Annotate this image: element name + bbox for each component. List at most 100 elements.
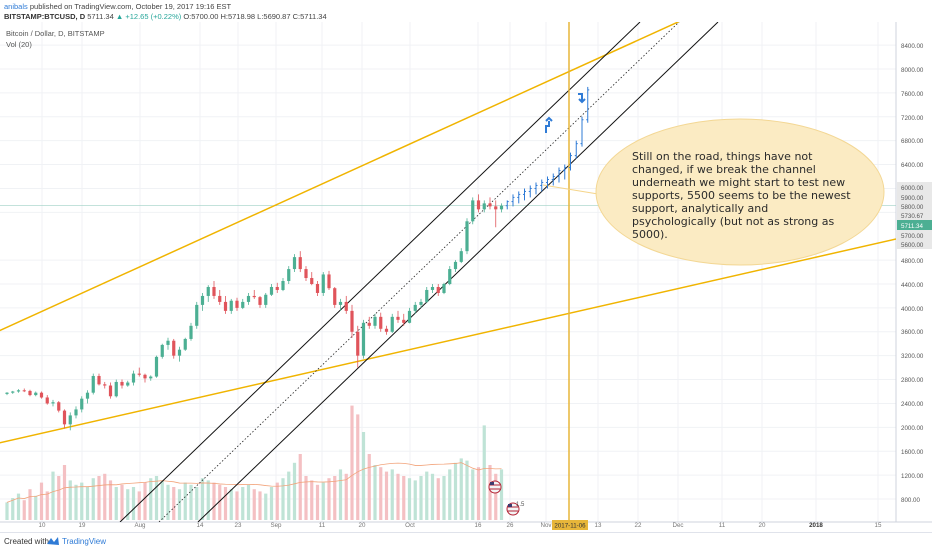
candle xyxy=(390,313,394,333)
candle xyxy=(137,367,141,377)
candle-body xyxy=(269,286,274,295)
candle-body xyxy=(91,375,95,393)
volume-bar xyxy=(327,478,331,520)
candle-body xyxy=(292,257,297,270)
volume-bar xyxy=(315,484,320,520)
candle xyxy=(476,194,481,213)
volume-bar xyxy=(373,465,377,520)
volume-bar xyxy=(80,482,84,520)
volume-bar xyxy=(419,476,423,520)
candle-body xyxy=(407,310,412,323)
price-axis[interactable]: 8400.00 8000.00 7600.00 7200.00 6800.00 6400.… xyxy=(897,43,932,504)
channel-midline xyxy=(158,22,680,522)
candle xyxy=(379,312,383,332)
projection-bar xyxy=(517,191,521,204)
candle-body xyxy=(281,281,285,290)
volume-bar xyxy=(154,476,159,520)
symbol-line: BITSTAMP:BTCUSD, D 5711.34 ▲ +12.65 (+0.… xyxy=(4,12,928,22)
annotation-note[interactable]: Still on the road, things have not chang… xyxy=(595,118,885,266)
price-tick-label: 5600.00 xyxy=(901,242,924,249)
candle-body xyxy=(143,374,147,379)
candle xyxy=(160,343,164,359)
volume-bar xyxy=(68,480,72,520)
candle-body xyxy=(103,384,107,386)
candle-body xyxy=(74,409,78,416)
candle xyxy=(206,285,210,302)
volume-bar xyxy=(287,471,291,520)
volume-bar xyxy=(57,476,61,520)
candle-body xyxy=(287,269,291,282)
candle xyxy=(488,197,492,210)
candle-body xyxy=(333,288,337,305)
candle-body xyxy=(218,295,222,302)
volume-bar xyxy=(22,500,26,520)
tradingview-logo-icon[interactable] xyxy=(46,536,60,546)
candle xyxy=(310,272,314,286)
volume-bar xyxy=(160,480,164,520)
candle-body xyxy=(321,274,325,293)
time-tick-label: 14 xyxy=(197,522,204,529)
candle-body xyxy=(22,390,26,392)
chart-area[interactable]: 1.5 Bitcoin / Dollar, D, BITSTAMP Vol (2… xyxy=(0,22,932,532)
tradingview-brand[interactable]: TradingView xyxy=(62,537,107,546)
candle-body xyxy=(195,304,199,326)
candle xyxy=(258,295,262,308)
price-tick-label: 6400.00 xyxy=(901,162,924,169)
volume-bar xyxy=(488,465,492,520)
candle xyxy=(212,281,216,299)
projection-bar xyxy=(586,86,590,123)
price-tick-label: 5730.67 xyxy=(901,213,924,220)
volume-bar xyxy=(39,482,44,520)
volume-bar xyxy=(195,487,199,520)
candle xyxy=(16,389,21,393)
volume-bar xyxy=(200,478,205,520)
candle xyxy=(425,286,429,304)
time-tick-label: Sep xyxy=(270,522,282,529)
volume-bar xyxy=(212,482,216,520)
volume-bar xyxy=(131,487,136,520)
event-flags[interactable]: 1.5 xyxy=(488,480,525,516)
candle-body xyxy=(85,392,90,399)
candle xyxy=(28,389,32,397)
upper-trendline xyxy=(0,22,680,332)
volume-bar xyxy=(5,502,9,520)
note-bubble[interactable] xyxy=(595,118,885,266)
volume-bar xyxy=(321,482,325,520)
volume-bar xyxy=(361,432,366,520)
candle-body xyxy=(396,316,400,320)
volume-bar xyxy=(436,478,440,520)
candle-body xyxy=(494,206,498,210)
time-tick-label: 11 xyxy=(319,522,326,529)
candles-layer xyxy=(5,194,504,431)
candle-body xyxy=(39,392,44,398)
candle xyxy=(361,319,366,359)
volume-bar xyxy=(74,484,78,520)
candle-body xyxy=(350,310,354,332)
price-tick-label: 3600.00 xyxy=(901,329,924,336)
volume-bar xyxy=(275,482,279,520)
candle-body xyxy=(57,402,61,411)
volume-bar xyxy=(28,489,32,520)
candle xyxy=(131,370,136,386)
candle-body xyxy=(177,349,182,356)
candle-body xyxy=(304,269,308,279)
volume-bar xyxy=(241,487,245,520)
candle-body xyxy=(229,300,233,311)
candle-body xyxy=(384,328,389,332)
candle-body xyxy=(476,200,481,210)
volume-bar xyxy=(264,493,268,520)
candle-body xyxy=(453,261,458,270)
candle xyxy=(177,346,182,362)
volume-bar xyxy=(338,469,343,520)
volume-ma-line xyxy=(6,462,502,503)
author-link[interactable]: anibals xyxy=(4,2,28,11)
candle xyxy=(453,260,458,273)
note-text-container: Still on the road, things have not chang… xyxy=(632,150,851,241)
volume-bar xyxy=(91,478,95,520)
price-tick-label: 4000.00 xyxy=(901,306,924,313)
volume-bar xyxy=(34,495,38,520)
candle xyxy=(223,295,228,314)
candle-body xyxy=(126,382,130,386)
candle-body xyxy=(252,295,256,298)
time-axis[interactable]: 10 19 Aug 14 23 Sep 11 20 Oct 16 26 Nov 13 22 Dec 11 20 2… xyxy=(39,520,882,530)
